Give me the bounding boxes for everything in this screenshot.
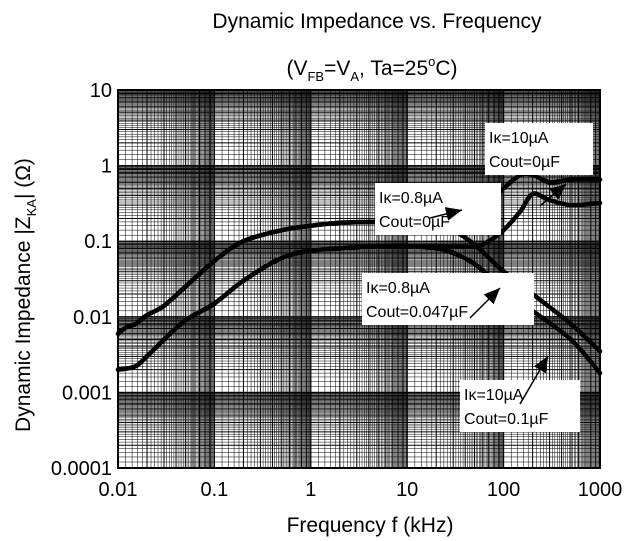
annotation-label: Iκ=0.8µA [379,190,443,207]
annotation-arrowhead [549,184,566,200]
annotation-box [375,183,501,235]
annotation-label: Cout=0µF [489,154,560,171]
annotation-box [460,380,580,432]
annotation-label: Iκ=0.8µA [366,280,430,297]
chart-title: Dynamic Impedance vs. Frequency [212,10,542,33]
y-axis-label: Dynamic Impedance |ZKA​| (Ω) [12,158,39,432]
y-tick-label: 0.1 [84,231,112,253]
annotation-arrowhead [483,288,500,305]
annotations: Iκ=0.8µA Cout=0µF Iκ=10µA Cout=0µF Iκ=0.8µA C… [362,123,593,432]
annotation-label: Iκ=10µA [489,130,549,147]
annotation-box [362,273,534,325]
x-axis-label: Frequency f (kHz) [287,514,454,537]
x-tick-label: 0.01 [99,479,138,501]
annotation-label: Cout=0.1µF [464,411,549,428]
chart-subtitle: (VFB​=VA​, Ta=25o​C) [286,54,457,84]
annotation-label: Cout=0µF [379,214,450,231]
x-tick-label: 100 [487,479,520,501]
y-tick-label: 0.0001 [51,458,112,480]
x-tick-label: 10 [396,479,418,501]
x-tick-label: 1 [305,479,316,501]
tick-labels: 0.01 0.1 1 10 100 1000 0.0001 0.001 0.01 0.1 1 10 [51,80,622,501]
annotation-label: Cout=0.047µF [366,304,468,321]
plot-frame [117,89,601,469]
y-tick-label: 0.01 [73,307,112,329]
annotation-arrowhead [444,207,462,221]
series-line-3 [115,219,603,354]
y-tick-label: 10 [90,80,112,102]
annotation-arrowhead [533,356,548,374]
annotation-box [485,123,593,175]
x-tick-label: 0.1 [200,479,228,501]
annotation-label: Iκ=10µA [464,387,524,404]
x-tick-label: 1000 [578,479,623,501]
y-tick-label: 1 [101,156,112,178]
y-tick-label: 0.001 [62,382,112,404]
